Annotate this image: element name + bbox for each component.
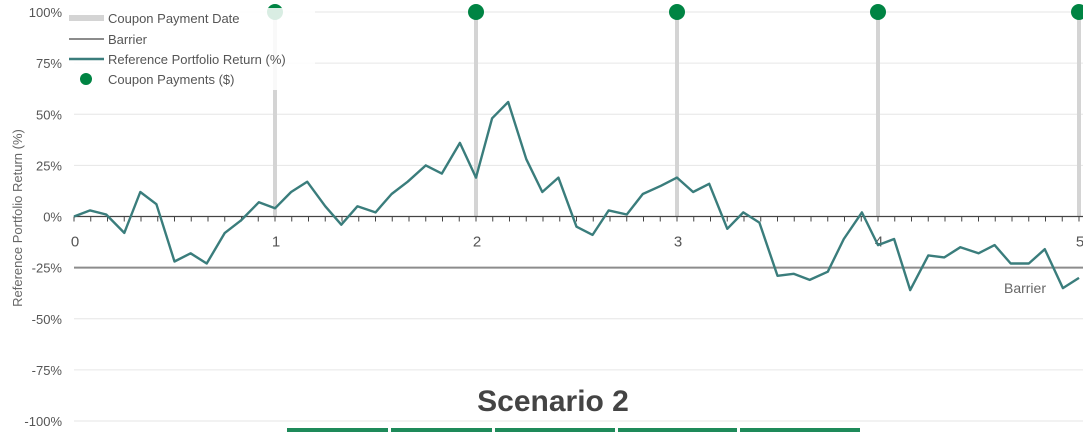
x-tick-label: 4 bbox=[875, 234, 883, 251]
coupon-payment-dot bbox=[1071, 4, 1083, 20]
coupon-payment-dot bbox=[870, 4, 886, 20]
x-tick-label: 0 bbox=[71, 234, 79, 251]
y-tick-label: -75% bbox=[32, 363, 63, 378]
coupon-payment-dot bbox=[468, 4, 484, 20]
underline-segment bbox=[495, 428, 615, 432]
y-tick-label: -50% bbox=[32, 312, 63, 327]
x-tick-label: 1 bbox=[272, 234, 280, 251]
chart-title: Scenario 2 bbox=[477, 385, 629, 418]
underline-segment bbox=[287, 428, 388, 432]
y-tick-label: 50% bbox=[36, 107, 62, 122]
underline-segment bbox=[740, 428, 860, 432]
y-tick-label: -100% bbox=[24, 414, 62, 429]
y-tick-label: 25% bbox=[36, 158, 62, 173]
coupon-date-series bbox=[273, 12, 1081, 217]
return-series bbox=[73, 100, 1080, 292]
x-axis: 0 1 2 3 4 5 bbox=[71, 215, 1083, 251]
legend-label: Reference Portfolio Return (%) bbox=[108, 52, 286, 67]
y-tick-labels: 100% 75% 50% 25% 0% -25% -50% -75% -100% bbox=[24, 5, 62, 429]
y-tick-label: 75% bbox=[36, 56, 62, 71]
x-tick-label: 2 bbox=[473, 234, 481, 251]
x-tick-label: 3 bbox=[674, 234, 682, 251]
coupon-payment-dot bbox=[669, 4, 685, 20]
y-axis-title: Reference Portfolio Return (%) bbox=[10, 129, 25, 307]
x-tick-label: 5 bbox=[1076, 234, 1083, 251]
underline-segment bbox=[391, 428, 492, 432]
legend-swatch-coupon-payment bbox=[80, 73, 92, 85]
y-tick-label: 0% bbox=[43, 210, 62, 225]
return-line bbox=[73, 100, 1080, 292]
legend-label: Coupon Payments ($) bbox=[108, 72, 234, 87]
title-underline bbox=[287, 428, 860, 432]
legend: Coupon Payment Date Barrier Reference Port… bbox=[65, 8, 315, 90]
legend-label: Coupon Payment Date bbox=[108, 11, 240, 26]
y-tick-label: -25% bbox=[32, 261, 63, 276]
barrier-label: Barrier bbox=[1004, 280, 1046, 296]
legend-background bbox=[65, 8, 315, 90]
y-tick-label: 100% bbox=[29, 5, 63, 20]
underline-segment bbox=[618, 428, 737, 432]
legend-label: Barrier bbox=[108, 32, 148, 47]
